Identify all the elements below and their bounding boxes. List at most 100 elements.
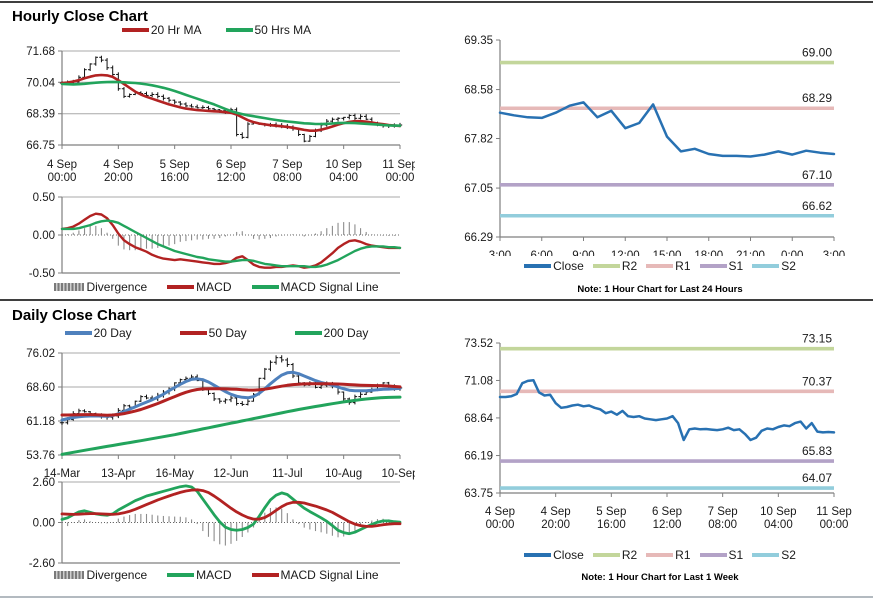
axis: [58, 50, 401, 149]
axis-labels: 69.35 68.58 67.82 67.05 66.29 3:00 6:00 9:00 12:…: [464, 35, 845, 256]
hourly-section-title: Hourly Close Chart: [12, 8, 148, 25]
svg-text:6:00: 6:00: [531, 250, 553, 256]
legend-label: Divergence: [86, 280, 148, 294]
axis-labels: 73.52 71.08 68.64 66.19 63.75 4 Sep 00:00 4 Sep…: [464, 338, 852, 531]
hourly-pivot-legend: Close R2 R1 S1 S2: [455, 259, 865, 273]
svg-text:0.00: 0.00: [33, 518, 55, 530]
series-lines: [60, 370, 402, 456]
legend-swatch-close: [524, 264, 552, 268]
axis-labels: 0.50 0.00 -0.50: [29, 192, 55, 280]
axis-labels: 71.68 70.04 68.39 66.75 4 Sep 00:00 4 Sep 20:00…: [26, 46, 415, 184]
legend-label: 20 Day: [93, 326, 132, 340]
bottom-divider: [0, 596, 873, 598]
legend-item: 20 Day: [64, 326, 132, 340]
legend-label: MACD: [196, 568, 232, 582]
svg-text:18:00: 18:00: [694, 250, 723, 256]
svg-text:68.60: 68.60: [26, 382, 55, 394]
svg-text:76.02: 76.02: [26, 348, 55, 360]
svg-text:67.05: 67.05: [464, 183, 493, 195]
legend-label: R2: [621, 548, 638, 562]
legend-label: MACD: [196, 280, 232, 294]
svg-text:66.29: 66.29: [464, 232, 493, 244]
axis-labels: 2.60 0.00 -2.60: [29, 477, 55, 568]
legend-item: Close: [524, 548, 584, 562]
legend-item: MACD: [167, 568, 232, 582]
legend-item: MACD Signal Line: [251, 568, 379, 582]
svg-text:66.19: 66.19: [464, 451, 493, 463]
section-divider: [0, 299, 873, 301]
legend-swatch-r1: [646, 264, 674, 268]
svg-text:66.75: 66.75: [26, 140, 55, 152]
legend-swatch-s2: [752, 264, 780, 268]
legend-swatch-r2: [592, 553, 620, 557]
hourly-macd-legend: Divergence MACD MACD Signal Line: [18, 280, 415, 294]
top-divider: [0, 1, 873, 3]
legend-swatch-20-hr-ma: [121, 28, 149, 32]
legend-swatch-20-day: [64, 331, 92, 335]
legend-swatch-50-hrs-ma: [225, 28, 253, 32]
legend-swatch-macd: [167, 285, 195, 289]
legend-item: S2: [752, 259, 796, 273]
gridlines: [62, 481, 400, 523]
gridlines: [62, 352, 400, 422]
legend-label: S1: [728, 259, 744, 273]
legend-item: MACD: [167, 280, 232, 294]
legend-label: S2: [781, 548, 796, 562]
weekly-pivot-note: Note: 1 Hour Chart for Last 1 Week: [581, 572, 739, 583]
legend-item: 50 Hrs MA: [225, 23, 311, 37]
svg-text:12:00: 12:00: [611, 250, 640, 256]
series-lines: [60, 212, 402, 269]
axis: [58, 196, 400, 274]
legend-label: Close: [553, 548, 584, 562]
legend-label: S1: [728, 548, 744, 562]
legend-swatch-r1: [646, 553, 674, 557]
legend-item: 200 Day: [294, 326, 368, 340]
svg-text:69.35: 69.35: [464, 35, 493, 47]
legend-swatch-r2: [592, 264, 620, 268]
svg-text:3:00: 3:00: [823, 250, 845, 256]
legend-label: S2: [781, 259, 796, 273]
legend-item: R2: [592, 548, 638, 562]
legend-label: Close: [553, 259, 584, 273]
series-lines: [498, 101, 836, 158]
hourly-pivot-note: Note: 1 Hour Chart for Last 24 Hours: [577, 284, 743, 295]
hourly-macd-chart: 0.50 0.00 -0.50: [29, 192, 402, 280]
legend-item: R1: [646, 548, 691, 562]
series-lines: [498, 378, 836, 442]
svg-text:53.76: 53.76: [26, 450, 55, 462]
daily-price-chart: 76.02 68.60 61.18 53.76 14-Mar 13-Apr 16-May 12…: [26, 348, 415, 480]
svg-text:69.00: 69.00: [802, 46, 832, 60]
svg-text:67.10: 67.10: [802, 168, 832, 182]
legend-item: MACD Signal Line: [251, 280, 379, 294]
weekly-pivot-legend: Close R2 R1 S1 S2: [455, 548, 865, 562]
legend-label: 50 Day: [208, 326, 247, 340]
candles: [59, 55, 403, 143]
legend-label: MACD Signal Line: [280, 568, 379, 582]
legend-item: 20 Hr MA: [121, 23, 202, 37]
legend-swatch-close: [524, 553, 552, 557]
hourly-price-chart: 71.68 70.04 68.39 66.75 4 Sep 00:00 4 Sep 20:00…: [26, 46, 415, 184]
divergence-bars: [67, 222, 395, 251]
svg-text:14-Mar: 14-Mar: [44, 468, 81, 480]
svg-text:2.60: 2.60: [33, 477, 55, 489]
legend-item: Divergence: [54, 280, 147, 294]
pivot-levels: 69.00 68.29 67.10 66.62: [500, 46, 834, 218]
legend-item: R1: [646, 259, 691, 273]
legend-item: R2: [592, 259, 637, 273]
svg-text:70.37: 70.37: [802, 374, 832, 388]
svg-text:13-Apr: 13-Apr: [101, 468, 136, 480]
svg-text:64.07: 64.07: [802, 471, 832, 485]
hourly-pivot-chart: 69.35 68.58 67.82 67.05 66.29 3:00 6:00 9:00 12:…: [464, 35, 845, 256]
legend-label: R1: [675, 548, 691, 562]
axis-labels: 76.02 68.60 61.18 53.76 14-Mar 13-Apr 16-May 12…: [26, 348, 415, 480]
series-lines: [60, 484, 402, 536]
svg-text:15:00: 15:00: [653, 250, 682, 256]
